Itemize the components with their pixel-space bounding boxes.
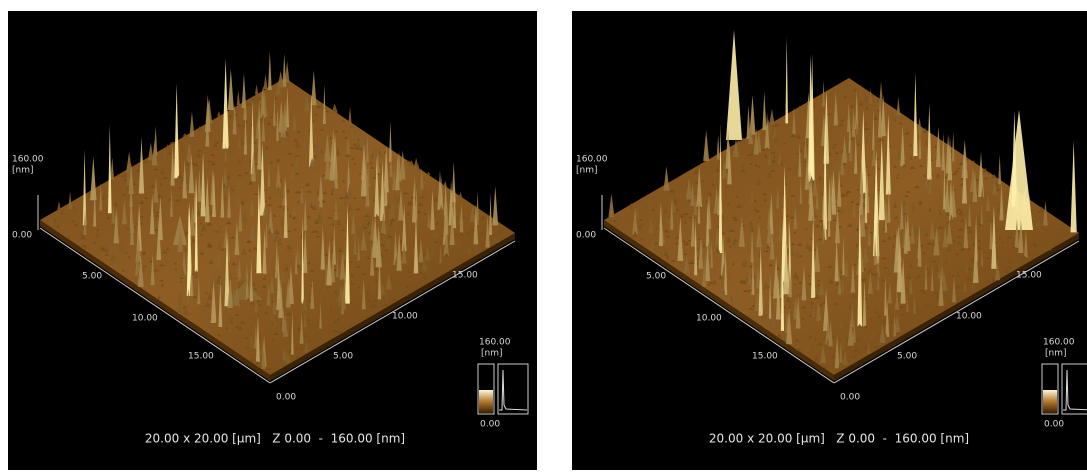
- x-tick-label: 10.00: [696, 314, 722, 324]
- x-tick-label: 15.00: [188, 352, 214, 362]
- z-max-label: 160.00: [576, 155, 608, 165]
- z-min-label: 0.00: [12, 231, 32, 241]
- page: 160.00[nm]0.005.0010.0015.0015.0010.005.…: [0, 0, 1087, 475]
- y-tick-label: 5.00: [333, 352, 353, 362]
- colorbar-fill: [1043, 390, 1057, 413]
- x-tick-label: 15.00: [752, 352, 778, 362]
- y-tick-label: 15.00: [1016, 271, 1042, 281]
- afm-figure: 160.00[nm]0.005.0010.0015.0015.0010.005.…: [0, 0, 1087, 475]
- colorbar-fill: [479, 390, 493, 413]
- z-unit-label: [nm]: [12, 166, 34, 176]
- x-tick-label: 10.00: [132, 314, 158, 324]
- y-tick-label: 15.00: [452, 271, 478, 281]
- z-min-label: 0.00: [576, 231, 596, 241]
- y-tick-label: 10.00: [392, 312, 418, 322]
- colorbar-unit-label: [nm]: [481, 349, 503, 359]
- x-tick-label: 5.00: [646, 272, 666, 282]
- colorbar-max-label: 160.00: [1043, 338, 1075, 348]
- colorbar-unit-label: [nm]: [1045, 349, 1067, 359]
- y-tick-label: 5.00: [897, 352, 917, 362]
- z-unit-label: [nm]: [576, 166, 598, 176]
- y-tick-label: 0.00: [276, 393, 296, 403]
- z-max-label: 160.00: [12, 155, 44, 165]
- caption: 20.00 x 20.00 [µm] Z 0.00 - 160.00 [nm]: [145, 432, 405, 446]
- y-tick-label: 0.00: [840, 393, 860, 403]
- colorbar-min-label: 0.00: [1044, 420, 1064, 430]
- afm-panel: 160.00[nm]0.005.0010.0015.0015.0010.005.…: [572, 11, 1087, 470]
- caption: 20.00 x 20.00 [µm] Z 0.00 - 160.00 [nm]: [709, 432, 969, 446]
- afm-panel: 160.00[nm]0.005.0010.0015.0015.0010.005.…: [8, 11, 537, 470]
- colorbar-max-label: 160.00: [479, 338, 511, 348]
- x-tick-label: 5.00: [82, 272, 102, 282]
- y-tick-label: 10.00: [956, 312, 982, 322]
- colorbar-min-label: 0.00: [480, 420, 500, 430]
